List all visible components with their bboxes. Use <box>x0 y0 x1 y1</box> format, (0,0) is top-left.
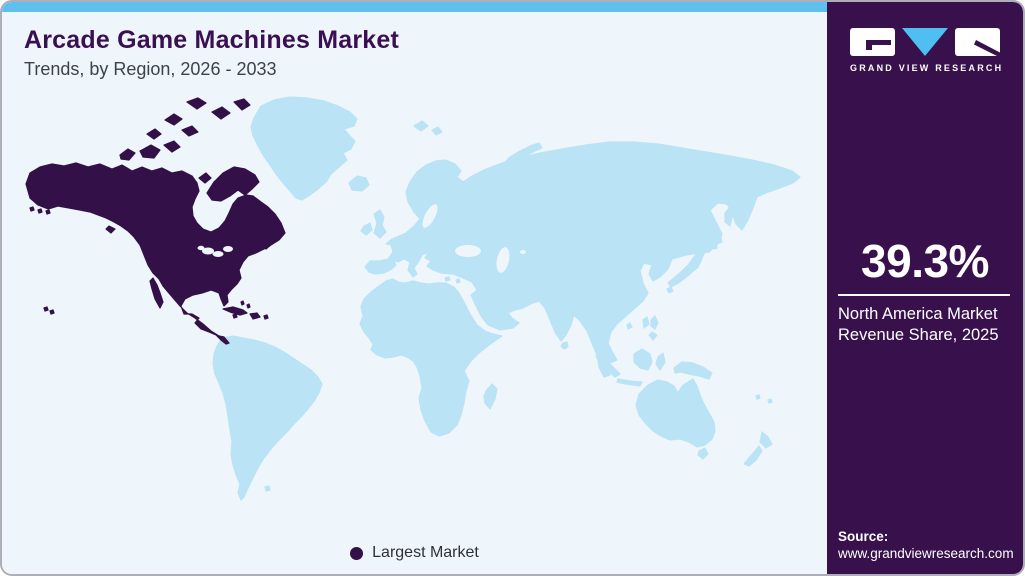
page-subtitle: Trends, by Region, 2026 - 2033 <box>24 59 277 79</box>
largest-market-dot <box>350 546 364 560</box>
page-title: Arcade Game Machines Market <box>24 26 400 54</box>
aral-sea <box>520 250 526 254</box>
logo-triangle-icon <box>902 28 948 56</box>
stat-sidebar: GRAND VIEW RESEARCH 39.3% North America … <box>827 2 1023 574</box>
world-map <box>25 96 801 501</box>
great-lakes <box>197 245 205 251</box>
map-region-south-america <box>212 335 323 501</box>
map-legend: Largest Market <box>2 544 827 562</box>
great-lakes <box>212 251 224 257</box>
source-url: www.grandviewresearch.com <box>838 546 1014 561</box>
caspian-sea <box>496 247 510 273</box>
stat-label-line2: Revenue Share, 2025 <box>838 326 999 344</box>
stat-label-line1: North America Market <box>838 305 998 323</box>
source-label: Source: <box>838 529 889 544</box>
gvr-logo: GRAND VIEW RESEARCH <box>850 28 1004 73</box>
gvr-logo-mark <box>850 28 1000 56</box>
top-accent-strip <box>2 2 827 12</box>
great-lakes <box>202 247 214 255</box>
map-region-eurasia <box>364 141 801 378</box>
map-panel: Arcade Game Machines Market Trends, by R… <box>2 2 827 574</box>
largest-market-label: Largest Market <box>372 544 479 561</box>
source-block: Source: www.grandviewresearch.com <box>838 528 1014 562</box>
stat-block: 39.3% North America Market Revenue Share… <box>827 234 1023 346</box>
map-region-north-america-islands <box>29 97 274 320</box>
stat-divider <box>838 294 1010 296</box>
map-region-africa <box>359 278 503 437</box>
great-lakes <box>223 246 233 252</box>
stat-value: 39.3% <box>861 235 989 287</box>
baltic-sea <box>422 204 438 228</box>
brand-name: GRAND VIEW RESEARCH <box>850 63 1004 73</box>
map-region-north-america <box>25 162 286 345</box>
map-region-australia <box>635 378 716 448</box>
map-islands-light <box>264 120 773 492</box>
map-region-greenland <box>250 96 358 201</box>
black-sea <box>455 245 481 257</box>
